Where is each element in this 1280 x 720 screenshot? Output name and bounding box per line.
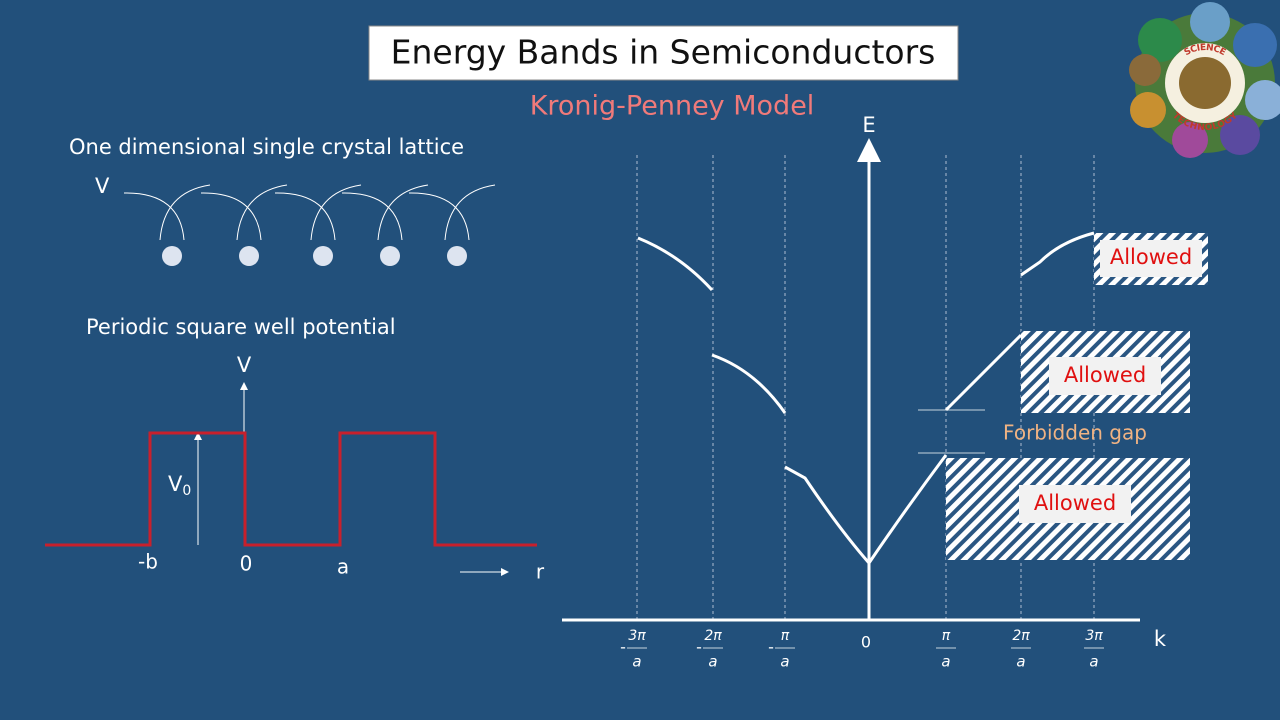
logo: SCIENCE TECHNOLOGY [1129, 2, 1280, 158]
e-k-curves [637, 231, 1095, 566]
k-tick-num: 3π [628, 628, 646, 644]
band-label: Allowed [1034, 491, 1116, 515]
k-tick-label: 0 [861, 633, 871, 652]
potential-arc [123, 192, 185, 241]
k-tick-num: π [781, 628, 790, 644]
atom [239, 246, 259, 266]
k-tick-den: a [708, 653, 717, 671]
curve [944, 333, 1023, 412]
k-tick-sign: - [696, 638, 702, 657]
curve [1020, 231, 1095, 277]
potential-arc [236, 184, 288, 241]
potential-v-axis: V [237, 353, 252, 377]
curve [637, 236, 714, 292]
k-tick-sign: - [620, 638, 626, 657]
band-label-box [1049, 357, 1161, 395]
k-tick-den: a [632, 653, 641, 671]
logo-text: SCIENCE [1183, 42, 1228, 57]
k-tick-num: 3π [1085, 628, 1103, 644]
atom [313, 246, 333, 266]
band-label-box [1019, 485, 1131, 523]
v0-sub: 0 [182, 483, 191, 499]
x-label: -b [138, 550, 158, 574]
k-tick-den: a [1016, 653, 1025, 671]
title: Energy Bands in Semiconductors [391, 33, 936, 72]
potential-arc [310, 184, 362, 241]
x-label: 0 [240, 552, 253, 576]
v0-main: V [168, 472, 183, 496]
v0-label: V0 [168, 472, 191, 499]
k-tick-den: a [941, 653, 950, 671]
atom [380, 246, 400, 266]
band-label: Allowed [1110, 245, 1192, 269]
lattice-potential [123, 184, 496, 266]
potential-arc [408, 192, 470, 241]
k-tick-num: 2π [1012, 628, 1030, 644]
k-tick-num: 2π [704, 628, 722, 644]
potential-arc [377, 184, 429, 241]
title-box [368, 25, 959, 81]
potential-arc [159, 184, 211, 241]
curve [711, 353, 787, 414]
lattice-caption: One dimensional single crystal lattice [69, 135, 464, 159]
potential-arc [200, 192, 262, 241]
lattice-v-label: V [95, 174, 110, 198]
subtitle: Kronig-Penney Model [530, 91, 815, 122]
k-tick-num: π [942, 628, 951, 644]
band-label: Allowed [1064, 363, 1146, 387]
potential-arc [341, 192, 403, 241]
potential-arc [274, 192, 336, 241]
logo-top-text: SCIENCE [1183, 42, 1228, 57]
r-label: r [536, 560, 545, 584]
potential-caption: Periodic square well potential [86, 315, 396, 339]
curve [784, 454, 948, 566]
square-well [45, 431, 537, 547]
k-tick-den: a [1089, 653, 1098, 671]
e-label: E [862, 113, 875, 137]
atom [162, 246, 182, 266]
k-tick-den: a [780, 653, 789, 671]
atom [447, 246, 467, 266]
band-label-box [1100, 240, 1202, 277]
k-label: k [1154, 627, 1167, 651]
potential-arc [444, 184, 496, 241]
x-label: a [337, 555, 349, 579]
gap-label: Forbidden gap [1003, 421, 1147, 445]
k-tick-sign: - [768, 638, 774, 657]
